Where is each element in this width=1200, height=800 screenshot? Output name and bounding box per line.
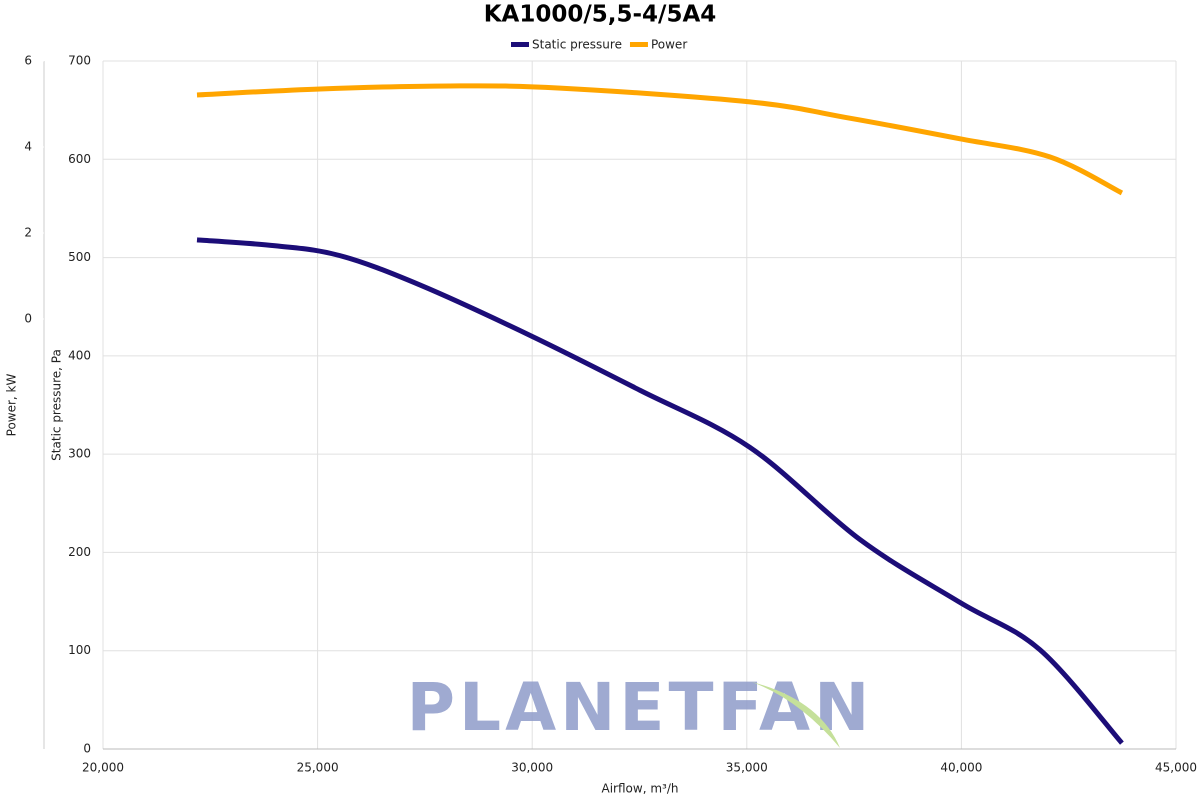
y-tick-label: 700 [68,54,91,68]
x-tick-label: 25,000 [297,761,339,775]
y-axis-label: Static pressure, Pa [50,349,64,461]
x-tick-label: 35,000 [726,761,768,775]
legend-label: Static pressure [532,38,622,52]
chart-title: KA1000/5,5-4/5A4 [484,2,717,28]
x-axis-label: Airflow, m³/h [602,782,679,796]
y-tick-label: 500 [68,250,91,264]
x-tick-label: 20,000 [82,761,124,775]
series-line [196,237,1124,745]
legend-swatch [511,42,529,47]
watermark: PLANETFAN [407,669,874,746]
y-tick-label: 0 [83,742,91,756]
y-tick-label: 300 [68,447,91,461]
legend: Static pressure Power [511,38,687,52]
x-tick-label: 45,000 [1155,761,1197,775]
y2-tick-label: 6 [24,54,32,68]
y2-axis-label: Power, kW [5,374,19,437]
y-tick-label: 100 [68,643,91,657]
legend-label: Power [651,38,687,52]
y-tick-label: 600 [68,152,91,166]
x-tick-label: 30,000 [511,761,553,775]
y2-tick-label: 2 [24,226,32,240]
y2-tick-label: 4 [24,140,32,154]
x-tick-label: 40,000 [940,761,982,775]
y-tick-label: 200 [68,545,91,559]
y-tick-label: 400 [68,348,91,362]
y2-tick-label: 0 [24,312,32,326]
legend-swatch [629,42,648,47]
series-line [196,83,1124,196]
